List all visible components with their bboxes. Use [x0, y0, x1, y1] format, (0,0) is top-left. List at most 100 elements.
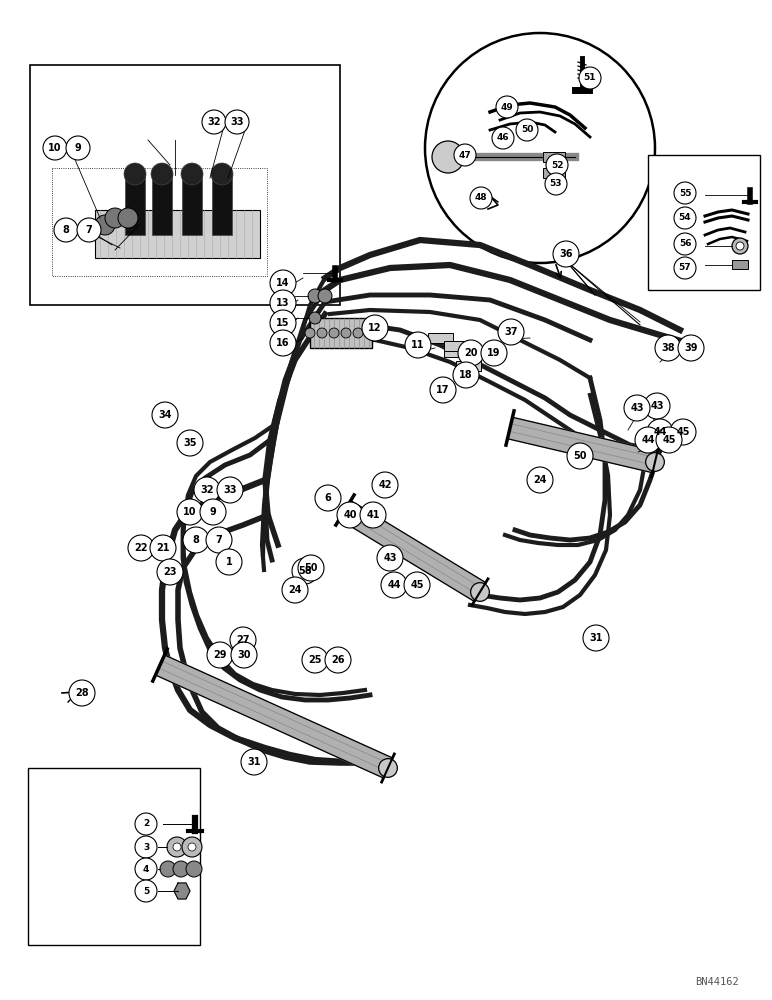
Text: 57: 57: [679, 263, 691, 272]
Circle shape: [308, 289, 322, 303]
Bar: [543, 152, 565, 162]
Text: 39: 39: [684, 343, 698, 353]
Polygon shape: [155, 655, 392, 778]
Circle shape: [135, 813, 157, 835]
Text: 40: 40: [344, 510, 357, 520]
Circle shape: [404, 572, 430, 598]
Text: 22: 22: [134, 543, 147, 553]
Circle shape: [317, 328, 327, 338]
Circle shape: [118, 208, 138, 228]
Circle shape: [454, 144, 476, 166]
Circle shape: [157, 559, 183, 585]
Circle shape: [69, 680, 95, 706]
Circle shape: [553, 241, 579, 267]
Circle shape: [635, 427, 661, 453]
Circle shape: [135, 836, 157, 858]
Circle shape: [353, 328, 363, 338]
Text: 55: 55: [679, 188, 691, 198]
Circle shape: [230, 627, 256, 653]
Circle shape: [496, 96, 518, 118]
Circle shape: [432, 141, 464, 173]
Circle shape: [579, 67, 601, 89]
Text: 54: 54: [679, 214, 691, 223]
Text: 9: 9: [210, 507, 216, 517]
Text: 7: 7: [86, 225, 93, 235]
Text: 8: 8: [192, 535, 199, 545]
Circle shape: [200, 499, 226, 525]
Circle shape: [425, 33, 655, 263]
Circle shape: [583, 625, 609, 651]
Circle shape: [54, 218, 78, 242]
Bar: [444, 347, 469, 357]
Text: 30: 30: [237, 650, 251, 660]
Circle shape: [270, 290, 296, 316]
Text: 1: 1: [225, 557, 232, 567]
Circle shape: [362, 315, 388, 341]
Bar: [52, 168, 267, 276]
Circle shape: [124, 163, 146, 185]
Circle shape: [405, 332, 431, 358]
Text: 35: 35: [183, 438, 197, 448]
Circle shape: [135, 880, 157, 902]
Circle shape: [270, 330, 296, 356]
Bar: [28, 768, 200, 945]
Circle shape: [365, 328, 375, 338]
Text: 50: 50: [521, 125, 533, 134]
Circle shape: [211, 163, 233, 185]
Circle shape: [160, 861, 176, 877]
Circle shape: [188, 843, 196, 851]
Circle shape: [337, 502, 363, 528]
Circle shape: [183, 527, 209, 553]
Bar: [732, 260, 748, 269]
Circle shape: [292, 558, 318, 584]
Polygon shape: [339, 501, 486, 601]
Text: 21: 21: [156, 543, 170, 553]
Text: 36: 36: [559, 249, 573, 259]
Circle shape: [341, 328, 351, 338]
Text: 51: 51: [584, 74, 596, 83]
Text: 38: 38: [661, 343, 675, 353]
Text: 49: 49: [500, 103, 513, 111]
Circle shape: [372, 472, 398, 498]
Circle shape: [182, 837, 202, 857]
Text: 56: 56: [679, 239, 691, 248]
Text: 58: 58: [298, 566, 312, 576]
Circle shape: [177, 430, 203, 456]
Circle shape: [177, 499, 203, 525]
Circle shape: [360, 502, 386, 528]
Circle shape: [458, 340, 484, 366]
Text: 29: 29: [213, 650, 227, 660]
Circle shape: [656, 427, 682, 453]
Circle shape: [678, 335, 704, 361]
Text: 5: 5: [143, 886, 149, 896]
Text: 32: 32: [207, 117, 221, 127]
Circle shape: [329, 328, 339, 338]
Polygon shape: [507, 417, 658, 473]
Text: 48: 48: [475, 194, 487, 202]
Text: 12: 12: [368, 323, 381, 333]
Bar: [125, 175, 145, 235]
Circle shape: [545, 173, 567, 195]
Text: 23: 23: [163, 567, 177, 577]
Circle shape: [135, 858, 157, 880]
Text: 43: 43: [383, 553, 397, 563]
Circle shape: [674, 207, 696, 229]
Bar: [456, 361, 481, 371]
Bar: [543, 168, 565, 178]
Circle shape: [105, 208, 125, 228]
Text: 8: 8: [63, 225, 69, 235]
Text: 37: 37: [504, 327, 518, 337]
Text: 11: 11: [411, 340, 425, 350]
Text: 15: 15: [276, 318, 290, 328]
Text: 33: 33: [223, 485, 237, 495]
Circle shape: [470, 187, 492, 209]
Text: 10: 10: [183, 507, 197, 517]
Circle shape: [471, 583, 489, 601]
Text: 42: 42: [378, 480, 391, 490]
Circle shape: [194, 477, 220, 503]
Circle shape: [77, 218, 101, 242]
Circle shape: [318, 289, 332, 303]
Circle shape: [282, 577, 308, 603]
Text: 45: 45: [676, 427, 689, 437]
Circle shape: [216, 549, 242, 575]
